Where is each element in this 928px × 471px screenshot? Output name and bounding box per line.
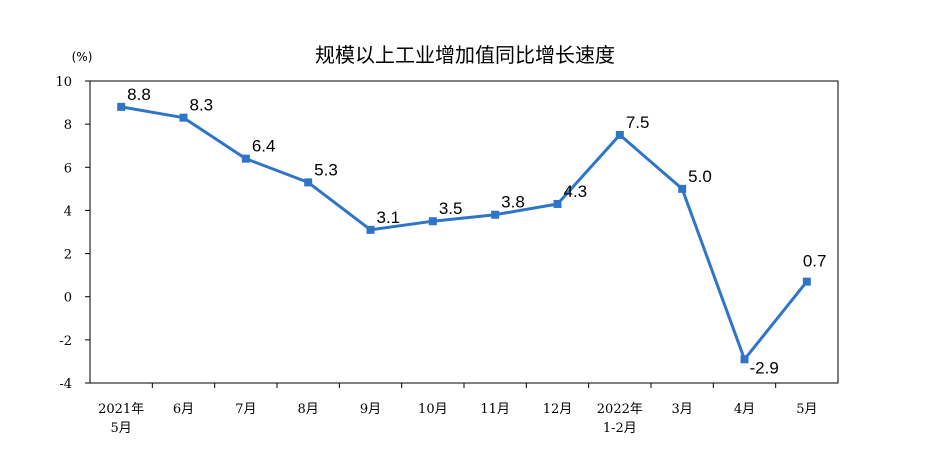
data-label: -2.9 xyxy=(750,358,779,377)
data-point xyxy=(241,154,250,163)
data-point xyxy=(553,199,562,208)
data-point xyxy=(179,113,188,122)
data-label: 3.5 xyxy=(439,199,463,218)
x-tick-label: 5月 xyxy=(796,402,817,417)
x-tick-label: 1-2月 xyxy=(603,421,637,436)
y-tick-label: 2 xyxy=(64,248,72,263)
data-label: 6.4 xyxy=(252,137,276,156)
y-unit-label: (%) xyxy=(72,50,93,64)
x-tick-label: 3月 xyxy=(672,402,693,417)
data-point xyxy=(678,184,687,193)
chart-title: 规模以上工业增加值同比增长速度 xyxy=(315,43,615,67)
y-tick-label: 6 xyxy=(64,161,72,176)
x-tick-label: 2021年 xyxy=(98,402,144,417)
x-tick-label: 2022年 xyxy=(597,402,643,417)
y-tick-label: -4 xyxy=(59,377,72,392)
x-tick-label: 8月 xyxy=(298,402,319,417)
data-point xyxy=(802,277,811,286)
data-point xyxy=(428,217,437,226)
x-axis-ticks: 2021年 5月 6月 7月 8月 9月 10月 11月 12月 2022年 1-2月 3月 4月 5月 xyxy=(98,383,817,436)
data-point xyxy=(366,225,375,234)
data-point xyxy=(304,178,313,187)
y-axis-ticks: 10 8 6 4 2 0 -2 -4 xyxy=(55,75,90,392)
x-tick-label: 7月 xyxy=(235,402,256,417)
data-point xyxy=(117,102,126,111)
data-label: 8.8 xyxy=(127,85,151,104)
x-tick-label: 4月 xyxy=(734,402,755,417)
y-tick-label: 4 xyxy=(64,204,72,219)
data-point xyxy=(615,130,624,139)
data-label: 5.0 xyxy=(688,167,712,186)
data-label: 7.5 xyxy=(626,113,650,132)
y-tick-label: -2 xyxy=(59,334,72,349)
y-tick-label: 0 xyxy=(64,291,72,306)
series-markers xyxy=(117,102,811,364)
series-line xyxy=(119,105,809,361)
data-label: 4.3 xyxy=(564,182,588,201)
y-tick-label: 10 xyxy=(55,75,72,90)
data-point xyxy=(491,210,500,219)
data-label: 3.1 xyxy=(377,208,401,227)
x-tick-label: 6月 xyxy=(173,402,194,417)
x-tick-label: 9月 xyxy=(360,402,381,417)
data-point xyxy=(740,355,749,364)
x-tick-label: 11月 xyxy=(480,402,510,417)
x-tick-label: 5月 xyxy=(111,421,132,436)
x-tick-label: 10月 xyxy=(418,402,448,417)
data-label: 0.7 xyxy=(803,252,827,271)
plot-frame xyxy=(89,80,839,384)
data-labels: 8.8 8.3 6.4 5.3 3.1 3.5 3.8 4.3 7.5 5.0 -2.9 0.7 xyxy=(127,85,826,377)
data-label: 3.8 xyxy=(501,193,525,212)
data-label: 5.3 xyxy=(314,160,338,179)
data-label: 8.3 xyxy=(190,96,214,115)
x-tick-label: 12月 xyxy=(543,402,573,417)
y-tick-label: 8 xyxy=(64,118,72,133)
